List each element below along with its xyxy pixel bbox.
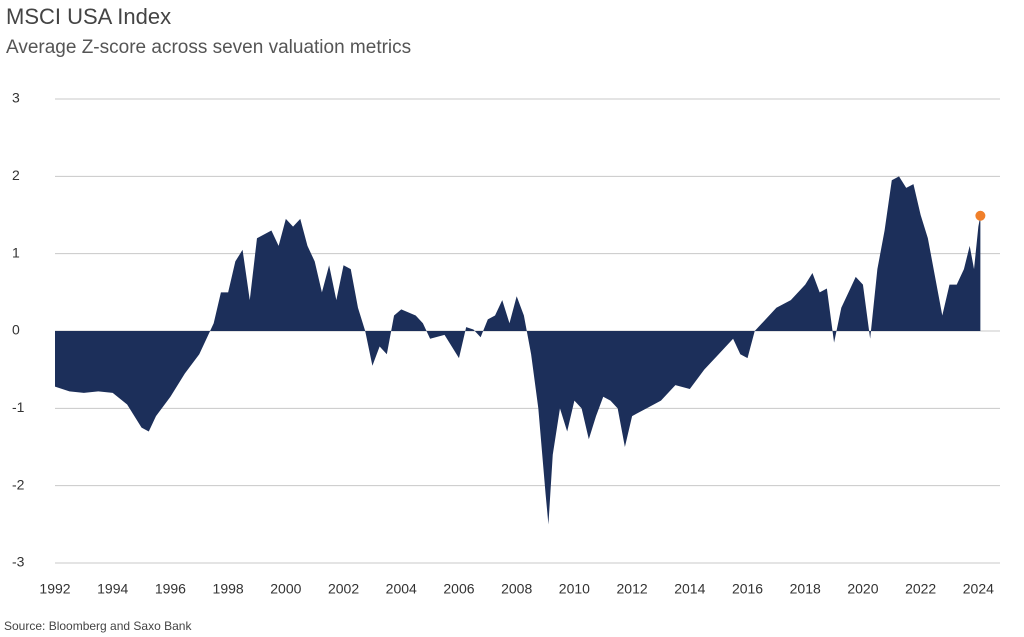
x-tick-label: 1992 [39, 581, 70, 597]
x-tick-label: 2008 [501, 581, 532, 597]
x-tick-label: 2002 [328, 581, 359, 597]
x-tick-label: 1996 [155, 581, 186, 597]
x-tick-label: 2022 [905, 581, 936, 597]
x-tick-label: 2014 [674, 581, 705, 597]
y-tick-label: 3 [12, 90, 20, 106]
x-tick-label: 2000 [270, 581, 301, 597]
y-tick-label: 2 [12, 167, 20, 183]
area [55, 176, 981, 525]
y-tick-label: -2 [12, 476, 25, 492]
chart-title: MSCI USA Index [6, 4, 171, 29]
last-point [975, 210, 986, 221]
y-tick-label: 0 [12, 322, 20, 338]
x-tick-label: 2018 [790, 581, 821, 597]
x-tick-label: 1994 [97, 581, 128, 597]
y-tick-label: -1 [12, 399, 25, 415]
x-tick-label: 2010 [559, 581, 590, 597]
y-tick-label: 1 [12, 244, 20, 260]
x-tick-label: 2020 [847, 581, 878, 597]
y-tick-label: -3 [12, 554, 25, 570]
source-note: Source: Bloomberg and Saxo Bank [4, 619, 192, 633]
x-tick-label: 2024 [963, 581, 994, 597]
x-tick-label: 2016 [732, 581, 763, 597]
chart-subtitle: Average Z-score across seven valuation m… [6, 37, 411, 58]
x-tick-label: 2012 [617, 581, 648, 597]
x-tick-label: 2004 [386, 581, 417, 597]
x-tick-label: 2006 [443, 581, 474, 597]
x-tick-label: 1998 [213, 581, 244, 597]
